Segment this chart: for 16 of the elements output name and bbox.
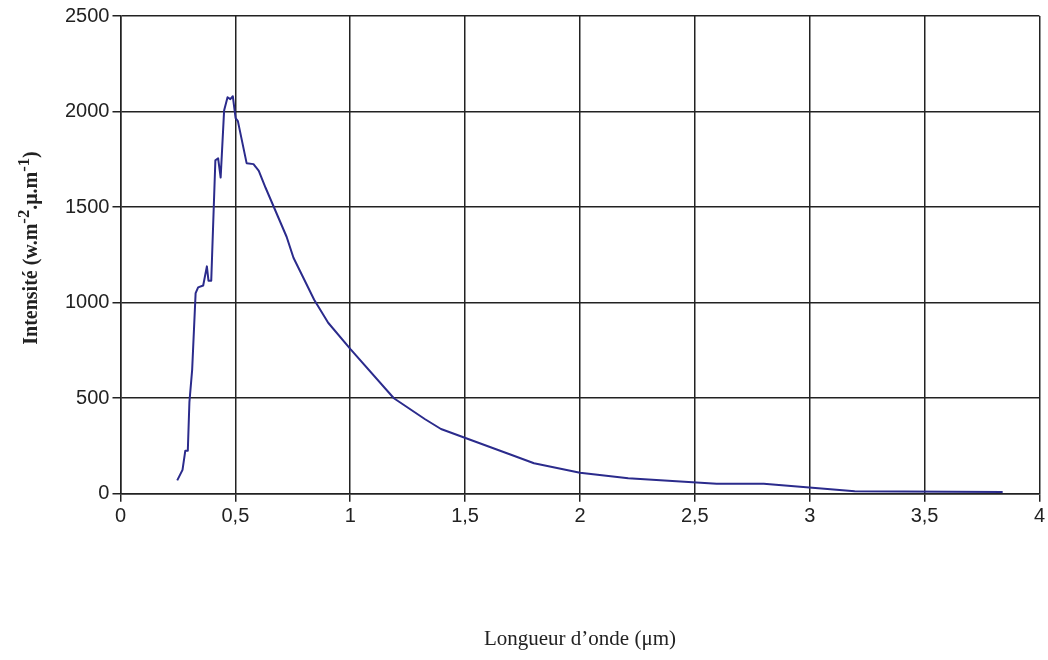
x-tick-label: 4 [1033, 504, 1045, 527]
x-axis-title: Longueur d’onde (μm) [483, 625, 676, 650]
y-tick-label: 1500 [64, 194, 110, 217]
y-tick-label: 500 [76, 385, 110, 408]
x-tick-label: 3 [804, 504, 816, 527]
x-tick-label: 0,5 [221, 504, 250, 527]
y-tick-label: 1000 [64, 290, 110, 313]
x-tick-label: 2,5 [680, 504, 709, 527]
y-tick-label: 2500 [64, 3, 110, 26]
x-tick-label: 0 [114, 504, 127, 527]
x-tick-label: 1,5 [451, 504, 479, 527]
y-tick-label: 0 [98, 481, 110, 504]
y-tick-label: 2000 [64, 99, 110, 122]
x-tick-label: 1 [344, 504, 356, 527]
x-tick-label: 3,5 [910, 504, 939, 527]
x-tick-label: 2 [574, 504, 586, 527]
